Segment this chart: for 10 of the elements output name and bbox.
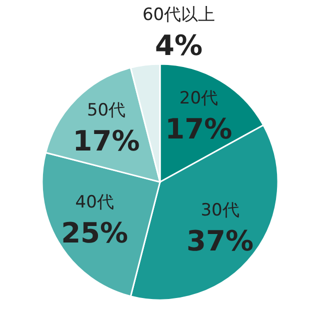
data-label: 4% [155,29,203,62]
data-label: 17% [165,112,232,146]
data-label: 17% [72,124,140,158]
slice-label: 40代 [75,192,114,213]
data-label: 37% [186,224,254,258]
slice-label: 30代 [200,200,240,221]
slice-label: 60代以上 [142,5,216,26]
slice-label: 20代 [179,88,218,109]
data-label: 25% [61,216,128,250]
slice-label: 50代 [86,100,126,120]
